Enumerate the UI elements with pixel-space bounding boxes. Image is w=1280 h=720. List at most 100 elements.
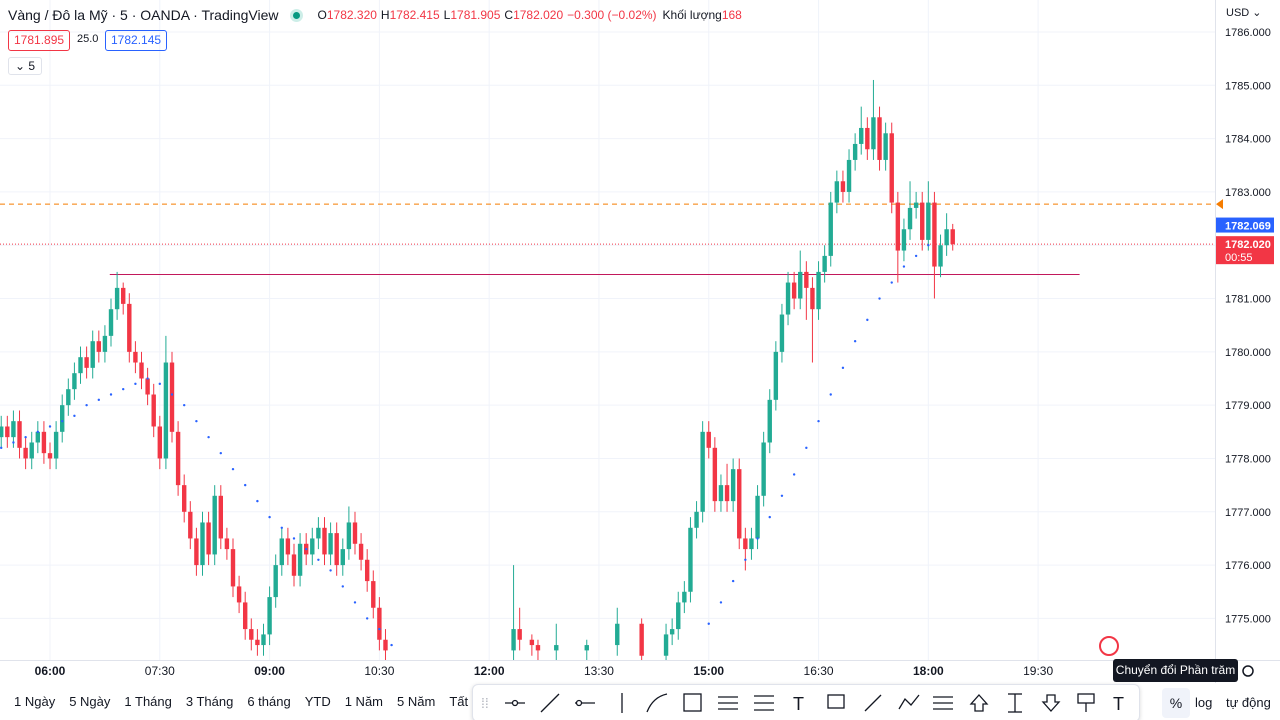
- range-button[interactable]: 5 Năm: [397, 694, 436, 709]
- tool-flag[interactable]: [1077, 693, 1095, 712]
- currency[interactable]: USD ⌄: [1226, 7, 1262, 19]
- event-flag[interactable]: [1099, 636, 1119, 656]
- sar-dot: [97, 398, 101, 402]
- range-button[interactable]: YTD: [304, 694, 331, 709]
- candle-body: [804, 271, 809, 288]
- drawing-toolbar: ⁞⁞ T T: [472, 684, 1140, 720]
- sar-dot: [256, 499, 259, 503]
- plot-area: [0, 79, 1215, 660]
- x-tick-label: 06:00: [35, 664, 66, 678]
- x-tick-label: 19:30: [1023, 664, 1053, 678]
- interval-toggle[interactable]: ⌄ 5: [8, 57, 43, 75]
- sar-dot: [158, 382, 162, 386]
- range-button[interactable]: 6 tháng: [247, 694, 291, 709]
- candle-body: [871, 117, 876, 150]
- candle-body: [358, 543, 364, 560]
- range-button[interactable]: 5 Ngày: [69, 694, 111, 709]
- candle-body: [938, 245, 943, 267]
- log-toggle[interactable]: log: [1195, 695, 1213, 710]
- range-button[interactable]: 1 Tháng: [124, 694, 172, 709]
- alert-marker: [1216, 199, 1223, 210]
- candle-body: [212, 495, 217, 555]
- tool-arrow-down[interactable]: [1041, 694, 1061, 712]
- tool-price-range[interactable]: [1008, 693, 1022, 713]
- ohlc-value: 1781.905: [450, 8, 501, 22]
- candle-body: [920, 202, 925, 240]
- candle-body: [11, 421, 16, 438]
- x-tick-label: 09:00: [254, 664, 285, 678]
- x-tick-label: 07:30: [145, 664, 175, 678]
- candle-body: [798, 271, 803, 299]
- symbol-title[interactable]: Vàng / Đô la Mỹ · 5 · OANDA · TradingVie…: [8, 7, 279, 23]
- sar-dot: [853, 339, 857, 343]
- y-tick-label: 1776.000: [1225, 560, 1271, 572]
- ohlc-key: O: [317, 8, 327, 22]
- tool-ray[interactable]: [864, 694, 882, 712]
- tool-horizontal-line[interactable]: [575, 699, 595, 707]
- ask-button[interactable]: 1782.145: [105, 30, 168, 51]
- tool-anchored-text[interactable]: T: [1113, 694, 1124, 714]
- tool-channel[interactable]: [718, 696, 738, 710]
- candle-body: [322, 527, 327, 555]
- chart: 1775.000 1776.000 1777.000 1778.000 1779.000…: [0, 0, 1280, 683]
- tool-path[interactable]: [646, 693, 668, 713]
- candle-body: [718, 485, 724, 502]
- range-button[interactable]: 1 Ngày: [14, 694, 56, 709]
- drag-handle[interactable]: ⁞⁞: [481, 695, 489, 711]
- x-tick-label: 15:00: [693, 664, 724, 678]
- svg-text:T: T: [1113, 694, 1124, 714]
- candle-body: [127, 303, 132, 352]
- tool-rectangle[interactable]: [683, 693, 702, 712]
- candle-body: [743, 538, 748, 550]
- candle-body: [517, 629, 522, 640]
- candle-body: [859, 127, 864, 144]
- percent-toggle[interactable]: %: [1162, 688, 1190, 718]
- sar-dot: [378, 627, 381, 631]
- tool-arrow-up[interactable]: [969, 694, 989, 712]
- candle-body: [169, 362, 175, 432]
- candle-body: [615, 623, 620, 646]
- candle-body: [261, 634, 266, 646]
- candle-body: [761, 442, 766, 496]
- candle-body: [688, 527, 693, 592]
- candle-body: [285, 538, 291, 555]
- sar-dot: [817, 419, 820, 423]
- candle-body: [255, 639, 260, 646]
- candle-body: [663, 634, 669, 656]
- tool-horizontal-ray[interactable]: [505, 699, 525, 707]
- tool-fib[interactable]: [754, 695, 774, 711]
- candle-body: [96, 341, 102, 352]
- candle-body: [676, 602, 681, 630]
- candle-body: [926, 202, 931, 240]
- tool-trend-line[interactable]: [540, 693, 560, 713]
- tool-pattern[interactable]: [898, 694, 920, 710]
- sar-dot: [304, 547, 308, 551]
- candle-body: [529, 639, 535, 646]
- candle-body: [340, 549, 345, 566]
- settings-icon[interactable]: [1242, 665, 1254, 677]
- sar-dot: [170, 393, 174, 396]
- candle-body: [877, 117, 882, 160]
- x-tick-label: 18:00: [913, 664, 944, 678]
- tool-text[interactable]: T: [793, 694, 804, 714]
- candle-body: [554, 645, 559, 651]
- sar-dot: [280, 526, 283, 529]
- candle-body: [706, 431, 711, 448]
- range-button[interactable]: 1 Năm: [344, 694, 384, 709]
- x-tick-label: 13:30: [584, 664, 614, 678]
- y-tick-label: 1781.000: [1225, 294, 1271, 306]
- sar-dot: [73, 414, 76, 418]
- candle-body: [346, 522, 352, 550]
- candle-body: [145, 378, 150, 395]
- candle-body: [66, 389, 71, 406]
- range-button[interactable]: 3 Tháng: [185, 694, 234, 709]
- candle-body: [316, 527, 321, 539]
- bid-button[interactable]: 1781.895: [8, 30, 71, 51]
- tool-ruler[interactable]: [933, 696, 953, 710]
- candle-body: [371, 581, 376, 608]
- candle-body: [310, 538, 315, 555]
- tool-callout[interactable]: [827, 694, 845, 709]
- x-tick-label: 10:30: [364, 664, 394, 678]
- sar-dot: [719, 601, 723, 604]
- auto-toggle[interactable]: tự động: [1226, 695, 1271, 710]
